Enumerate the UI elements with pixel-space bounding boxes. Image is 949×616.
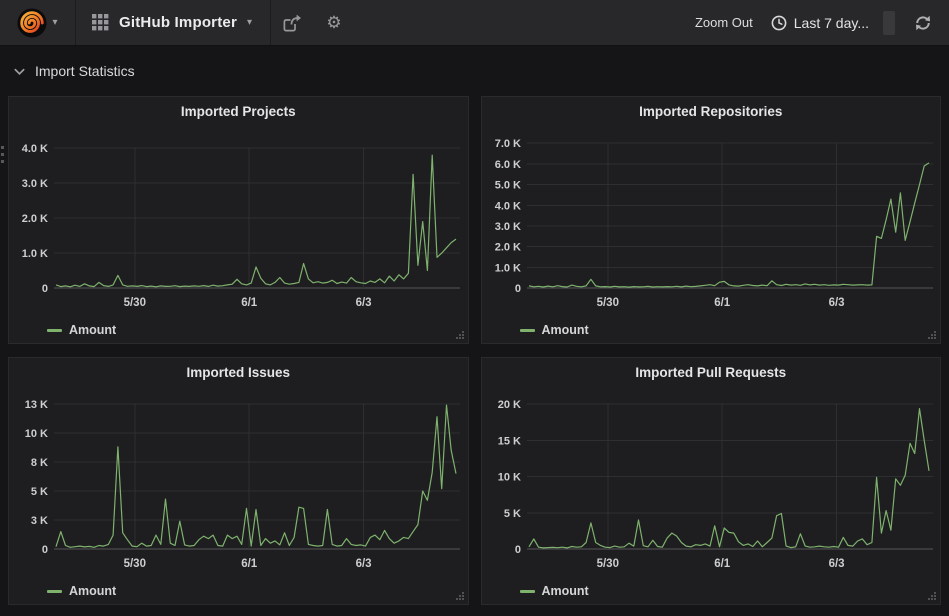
- svg-text:4.0 K: 4.0 K: [22, 143, 48, 155]
- svg-text:15 K: 15 K: [498, 435, 521, 447]
- chevron-down-icon: [14, 68, 25, 75]
- caret-down-icon: ▾: [52, 16, 58, 28]
- panel-imported-issues: Imported Issues 0 3 K 5 K 8 K 10 K 13 K 5/30 6/…: [8, 357, 469, 605]
- panel-title[interactable]: Imported Issues: [186, 365, 291, 380]
- panel-title[interactable]: Imported Projects: [180, 104, 296, 119]
- time-range-picker[interactable]: Last 7 day...: [771, 15, 869, 31]
- panel-resize-handle[interactable]: [927, 330, 937, 340]
- dashboard-title: GitHub Importer: [119, 14, 237, 31]
- legend-series-label: Amount: [541, 584, 589, 598]
- grid-icon: [92, 14, 109, 31]
- svg-text:0: 0: [515, 283, 521, 295]
- timeseries-chart[interactable]: 0 1.0 K 2.0 K 3.0 K 4.0 K 5/30 6/1 6/3: [12, 126, 464, 322]
- svg-text:1.0 K: 1.0 K: [22, 248, 48, 260]
- svg-text:6/1: 6/1: [714, 297, 731, 309]
- svg-text:2.0 K: 2.0 K: [494, 242, 520, 254]
- svg-text:10 K: 10 K: [25, 428, 48, 440]
- svg-text:7.0 K: 7.0 K: [494, 138, 520, 150]
- svg-text:5/30: 5/30: [124, 558, 146, 570]
- row-toggle-import-statistics[interactable]: Import Statistics: [8, 46, 941, 96]
- svg-text:20 K: 20 K: [498, 399, 521, 411]
- top-navbar: ▾ GitHub Importer ▾ ⚙ Zoom Out: [0, 0, 949, 46]
- svg-text:0: 0: [515, 544, 521, 556]
- panel-resize-handle[interactable]: [455, 591, 465, 601]
- refresh-button[interactable]: [909, 14, 937, 32]
- panel-imported-repositories: Imported Repositories 0 1.0 K 2.0 K 3.0 K 4.…: [480, 96, 941, 344]
- svg-text:5/30: 5/30: [596, 558, 618, 570]
- svg-text:5 K: 5 K: [31, 486, 48, 498]
- svg-text:3.0 K: 3.0 K: [494, 221, 520, 233]
- svg-text:6/1: 6/1: [241, 297, 258, 309]
- refresh-icon: [916, 15, 930, 30]
- legend-series-swatch: [519, 589, 535, 593]
- panel-imported-pull-requests: Imported Pull Requests 0 5 K 10 K 15 K 20 K 5…: [480, 357, 941, 605]
- navbar-spacer: [355, 0, 691, 45]
- svg-text:10 K: 10 K: [498, 472, 521, 484]
- svg-text:5 K: 5 K: [504, 508, 521, 520]
- svg-text:1.0 K: 1.0 K: [494, 262, 520, 274]
- share-button[interactable]: [271, 0, 313, 45]
- svg-text:2.0 K: 2.0 K: [22, 213, 48, 225]
- grafana-logo-icon: [17, 7, 48, 38]
- scrollbar-handle[interactable]: [1, 146, 5, 167]
- legend-item-amount[interactable]: Amount: [47, 581, 468, 601]
- svg-text:6/3: 6/3: [828, 558, 844, 570]
- row-title: Import Statistics: [35, 63, 135, 79]
- svg-text:0: 0: [42, 544, 48, 556]
- svg-text:6/1: 6/1: [241, 558, 258, 570]
- time-range-label: Last 7 day...: [793, 14, 869, 31]
- dashboard-picker[interactable]: GitHub Importer ▾: [76, 0, 272, 45]
- panel-resize-handle[interactable]: [455, 330, 465, 340]
- svg-text:5.0 K: 5.0 K: [494, 180, 520, 192]
- timeseries-chart[interactable]: 0 1.0 K 2.0 K 3.0 K 4.0 K 5.0 K 6.0 K 7.0 K 5/30…: [485, 126, 937, 322]
- svg-text:6/1: 6/1: [714, 558, 731, 570]
- legend-series-swatch: [47, 328, 62, 332]
- svg-text:4.0 K: 4.0 K: [494, 200, 520, 212]
- legend-item-amount[interactable]: Amount: [519, 581, 941, 601]
- legend-series-swatch: [47, 589, 62, 593]
- svg-text:13 K: 13 K: [25, 399, 48, 411]
- svg-text:5/30: 5/30: [124, 297, 146, 309]
- panel-title[interactable]: Imported Pull Requests: [635, 365, 787, 380]
- panel-imported-projects: Imported Projects 0 1.0 K 2.0 K 3.0 K 4.0 K 5…: [8, 96, 469, 344]
- svg-text:3.0 K: 3.0 K: [22, 178, 48, 190]
- svg-text:6/3: 6/3: [356, 558, 372, 570]
- panel-grid: Imported Projects 0 1.0 K 2.0 K 3.0 K 4.0 K 5…: [8, 96, 941, 605]
- legend-item-amount[interactable]: Amount: [519, 320, 941, 340]
- panel-title[interactable]: Imported Repositories: [639, 104, 783, 119]
- clock-icon: [771, 15, 787, 30]
- legend-item-amount[interactable]: Amount: [47, 320, 468, 340]
- timeseries-chart[interactable]: 0 3 K 5 K 8 K 10 K 13 K 5/30 6/1 6/3: [12, 387, 464, 583]
- legend-series-label: Amount: [541, 323, 589, 337]
- timeseries-chart[interactable]: 0 5 K 10 K 15 K 20 K 5/30 6/1 6/3: [485, 387, 937, 583]
- navbar-right: Zoom Out Last 7 day...: [691, 0, 949, 45]
- svg-text:6/3: 6/3: [828, 297, 844, 309]
- caret-down-icon: ▾: [247, 16, 253, 28]
- legend-series-label: Amount: [69, 323, 117, 337]
- zoom-out-button[interactable]: Zoom Out: [694, 15, 753, 30]
- svg-text:8 K: 8 K: [31, 457, 48, 469]
- share-icon: [283, 14, 302, 31]
- legend-series-swatch: [519, 328, 535, 332]
- settings-button[interactable]: ⚙: [313, 0, 355, 45]
- grafana-menu-button[interactable]: ▾: [0, 0, 76, 45]
- panel-resize-handle[interactable]: [927, 591, 937, 601]
- legend-series-label: Amount: [69, 584, 117, 598]
- svg-text:6/3: 6/3: [356, 297, 372, 309]
- svg-text:5/30: 5/30: [596, 297, 618, 309]
- svg-text:6.0 K: 6.0 K: [494, 159, 520, 171]
- gear-icon: ⚙: [326, 12, 342, 32]
- svg-text:3 K: 3 K: [31, 515, 48, 527]
- svg-text:0: 0: [42, 283, 48, 295]
- time-picker-collapse-button[interactable]: [883, 10, 895, 35]
- dashboard-area: Import Statistics Imported Projects 0 1.0…: [0, 46, 949, 605]
